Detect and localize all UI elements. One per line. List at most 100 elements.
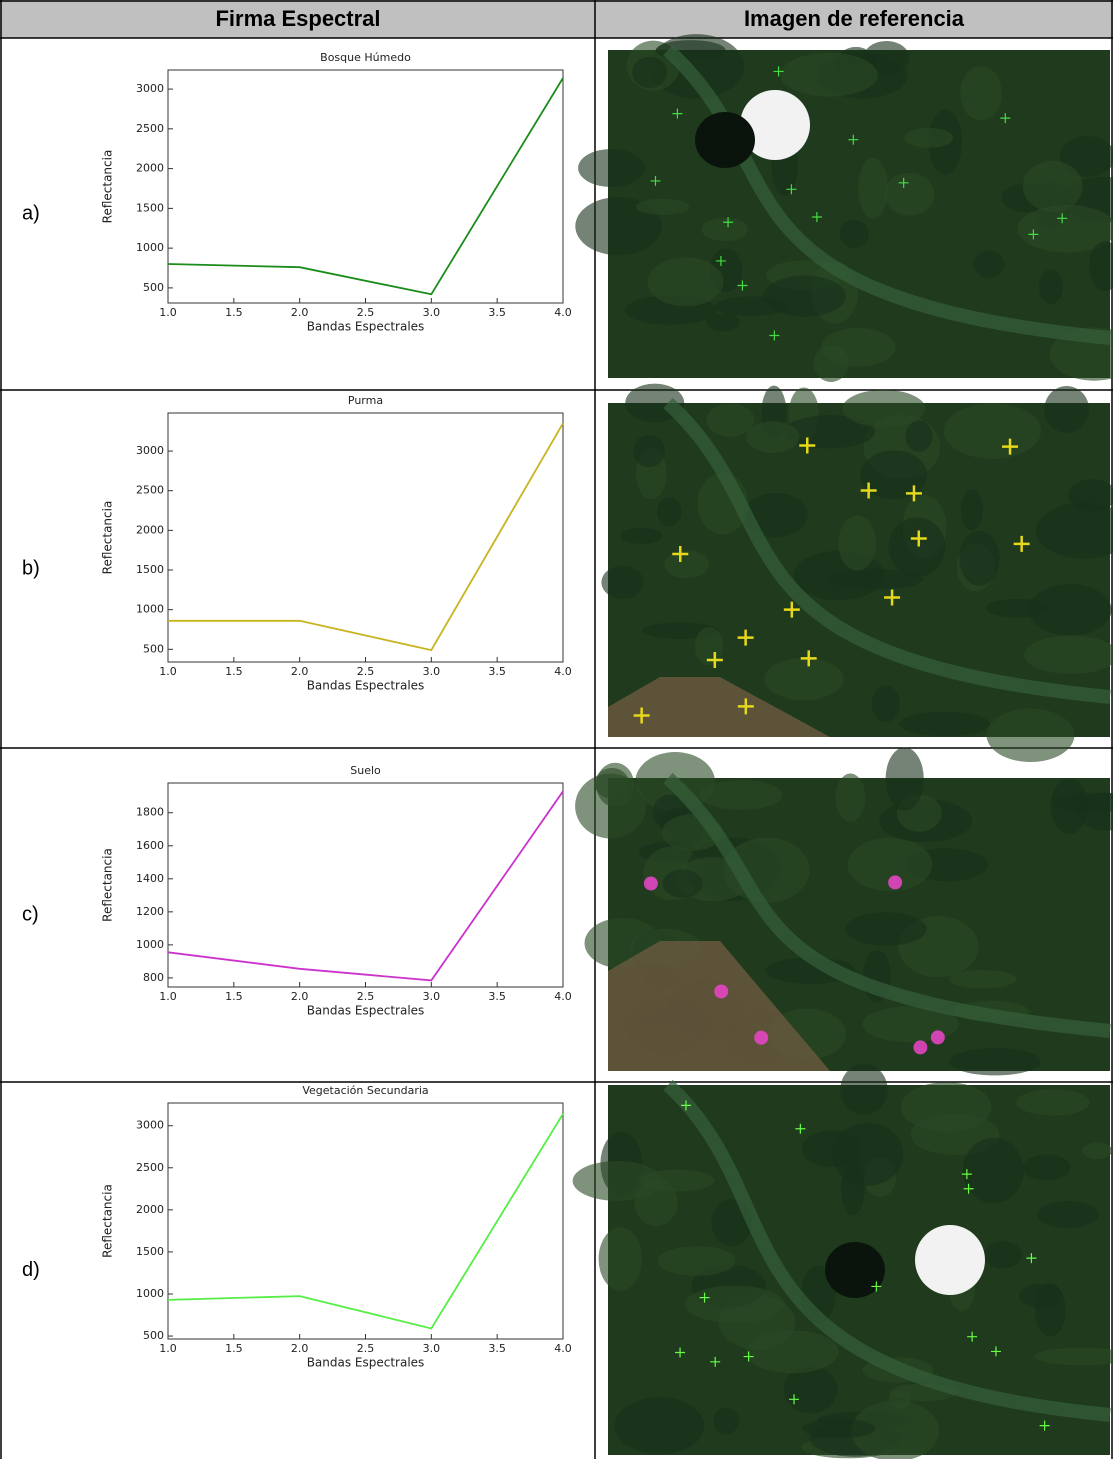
texture — [633, 435, 665, 467]
texture — [840, 1064, 887, 1115]
texture — [713, 1407, 739, 1434]
y-tick-label: 2500 — [136, 122, 164, 135]
texture — [842, 390, 925, 427]
texture — [944, 403, 1041, 459]
marker — [931, 1030, 945, 1044]
texture — [1035, 1283, 1066, 1337]
texture — [763, 276, 846, 317]
row-label: b) — [22, 557, 40, 579]
marker — [714, 984, 728, 998]
y-tick-label: 1400 — [136, 872, 164, 885]
texture — [901, 1082, 992, 1132]
texture — [746, 421, 799, 453]
x-tick-label: 3.0 — [423, 665, 441, 678]
texture — [780, 53, 878, 97]
row-label: c) — [22, 903, 39, 925]
texture — [707, 313, 740, 331]
chart-title: Suelo — [350, 764, 381, 777]
texture — [858, 158, 888, 219]
texture — [599, 1227, 642, 1291]
y-axis-label: Reflectancia — [101, 1184, 115, 1258]
x-tick-label: 1.0 — [159, 306, 177, 319]
reference-image — [575, 34, 1113, 382]
texture — [699, 780, 782, 810]
texture — [949, 1048, 1040, 1075]
y-tick-label: 1800 — [136, 806, 164, 819]
row-label: d) — [22, 1259, 40, 1281]
y-tick-label: 1500 — [136, 563, 164, 576]
texture — [1039, 270, 1063, 304]
plot-area — [168, 70, 563, 303]
x-tick-label: 1.5 — [225, 306, 243, 319]
x-axis-label: Bandas Espectrales — [307, 320, 425, 334]
texture — [1037, 1201, 1099, 1228]
marker — [754, 1031, 768, 1045]
plot-area — [168, 413, 563, 662]
texture — [573, 1161, 662, 1201]
texture — [1082, 1142, 1112, 1159]
x-tick-label: 1.0 — [159, 1342, 177, 1355]
y-tick-label: 1600 — [136, 839, 164, 852]
y-axis-label: Reflectancia — [101, 501, 115, 575]
texture — [974, 251, 1005, 278]
texture — [906, 421, 933, 452]
y-tick-label: 3000 — [136, 444, 164, 457]
x-tick-label: 1.0 — [159, 665, 177, 678]
texture — [884, 173, 934, 216]
texture — [601, 566, 643, 599]
texture — [764, 658, 843, 700]
texture — [959, 531, 999, 586]
texture — [575, 774, 646, 839]
texture — [632, 57, 667, 88]
marker — [644, 876, 658, 890]
chart-title: Bosque Húmedo — [320, 51, 411, 64]
texture — [840, 220, 869, 248]
y-tick-label: 2000 — [136, 162, 164, 175]
y-tick-label: 500 — [143, 1329, 164, 1342]
y-tick-label: 800 — [143, 971, 164, 984]
x-tick-label: 4.0 — [554, 306, 572, 319]
texture — [984, 1241, 1022, 1268]
x-tick-label: 1.5 — [225, 1342, 243, 1355]
texture — [886, 747, 924, 810]
texture — [658, 1246, 736, 1276]
header-cell: Firma Espectral — [215, 6, 380, 31]
x-tick-label: 2.0 — [291, 665, 309, 678]
y-tick-label: 1500 — [136, 201, 164, 214]
row-label: a) — [22, 202, 40, 224]
y-tick-label: 2000 — [136, 1203, 164, 1216]
y-tick-label: 1000 — [136, 938, 164, 951]
texture — [846, 912, 927, 946]
cloud — [915, 1225, 985, 1295]
texture — [889, 1391, 911, 1409]
texture — [838, 516, 876, 571]
texture — [860, 450, 927, 499]
y-tick-label: 1000 — [136, 1287, 164, 1300]
x-tick-label: 3.0 — [423, 1342, 441, 1355]
page: Firma Espectral Imagen de referencia a)b… — [0, 0, 1113, 1459]
x-tick-label: 2.0 — [291, 990, 309, 1003]
x-tick-label: 4.0 — [554, 1342, 572, 1355]
x-tick-label: 2.0 — [291, 1342, 309, 1355]
y-tick-label: 2500 — [136, 1161, 164, 1174]
x-tick-label: 2.5 — [357, 990, 375, 1003]
x-tick-label: 4.0 — [554, 990, 572, 1003]
x-tick-label: 3.5 — [488, 1342, 506, 1355]
texture — [1023, 1155, 1071, 1181]
x-tick-label: 3.0 — [423, 306, 441, 319]
texture — [685, 1286, 784, 1323]
texture — [832, 1123, 903, 1186]
y-axis-label: Reflectancia — [101, 150, 115, 224]
texture — [802, 1419, 875, 1439]
y-axis-label: Reflectancia — [101, 848, 115, 922]
x-tick-label: 3.5 — [488, 306, 506, 319]
texture — [872, 686, 900, 722]
reference-image — [575, 747, 1113, 1075]
y-tick-label: 3000 — [136, 82, 164, 95]
texture — [657, 497, 682, 526]
texture — [963, 1138, 1024, 1203]
texture — [746, 1330, 839, 1373]
shadow — [695, 112, 755, 168]
texture — [614, 1397, 704, 1454]
x-axis-label: Bandas Espectrales — [307, 1004, 425, 1018]
